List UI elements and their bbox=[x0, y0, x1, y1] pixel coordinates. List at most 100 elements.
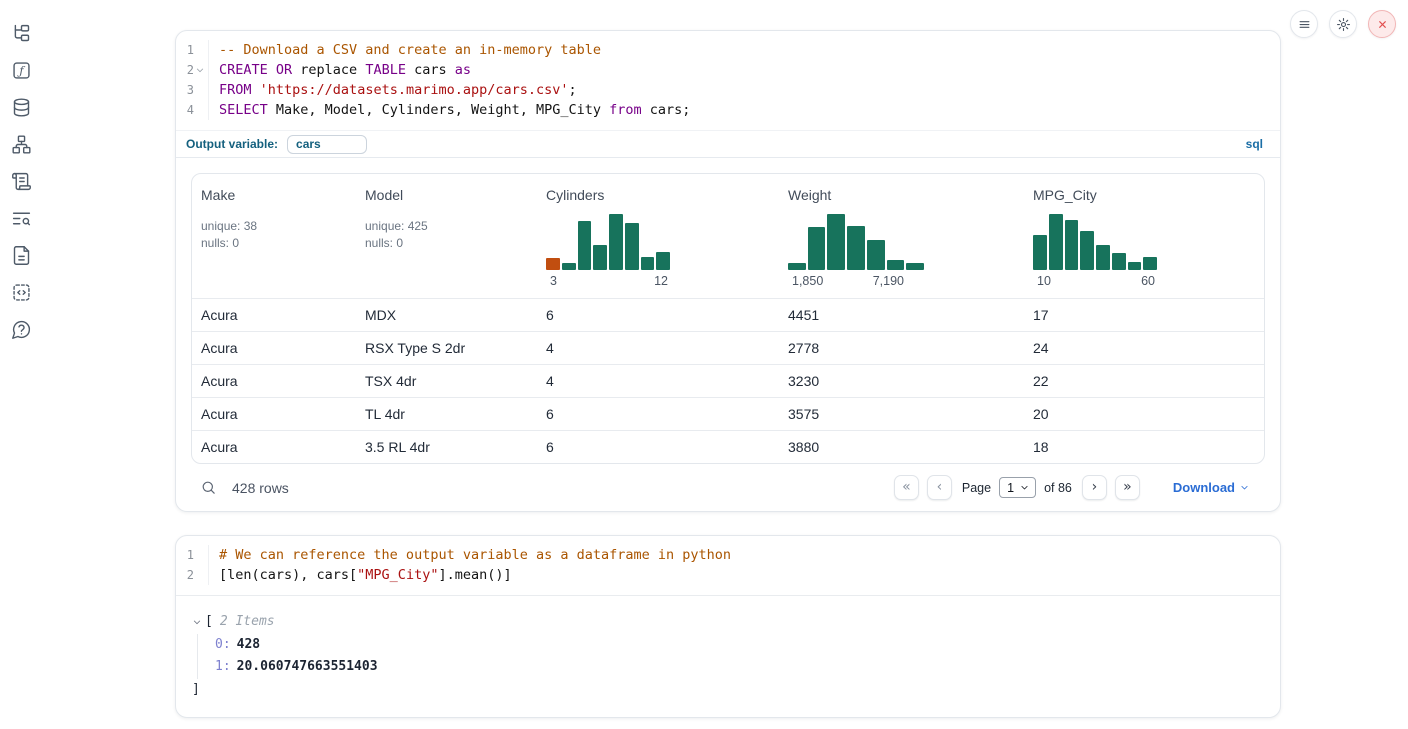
axis-max-label: 60 bbox=[1141, 274, 1155, 288]
sql-code-editor[interactable]: 1 -- Download a CSV and create an in-memo… bbox=[176, 31, 1280, 130]
histogram-bar bbox=[577, 220, 592, 270]
code-snippets-icon[interactable] bbox=[9, 280, 33, 304]
notebook: 1 -- Download a CSV and create an in-memo… bbox=[175, 30, 1281, 718]
close-icon bbox=[1378, 20, 1386, 28]
axis-min-label: 1,850 bbox=[792, 274, 824, 288]
column-stat: nulls: 0 bbox=[201, 235, 240, 250]
histogram-bar bbox=[906, 263, 925, 270]
collapse-chevron-icon[interactable] bbox=[192, 617, 205, 627]
table-cell: 24 bbox=[1033, 340, 1049, 356]
histogram-bar bbox=[593, 244, 607, 270]
column-header-cylinders: Cylinders 3 12 bbox=[537, 174, 779, 298]
table-cell: 6 bbox=[546, 406, 554, 422]
text-search-icon[interactable] bbox=[9, 206, 33, 230]
function-square-icon[interactable]: ƒ bbox=[9, 58, 33, 82]
code-text: # We can reference the output variable a… bbox=[208, 545, 731, 565]
open-bracket: [ bbox=[205, 614, 213, 629]
settings-button[interactable] bbox=[1329, 10, 1357, 38]
table-cell: 4 bbox=[546, 373, 554, 389]
fold-chevron-icon[interactable] bbox=[195, 65, 206, 76]
scroll-text-icon[interactable] bbox=[9, 169, 33, 193]
table-cell: 6 bbox=[546, 439, 554, 455]
download-button[interactable]: Download bbox=[1167, 479, 1255, 496]
sql-cell: 1 -- Download a CSV and create an in-memo… bbox=[175, 30, 1281, 512]
database-icon[interactable] bbox=[9, 95, 33, 119]
histogram-bar bbox=[1064, 219, 1079, 270]
histogram-bar bbox=[656, 252, 670, 270]
histogram-bar bbox=[1080, 230, 1094, 270]
search-icon bbox=[202, 481, 215, 494]
hamburger-icon bbox=[1299, 20, 1309, 28]
column-stat: nulls: 0 bbox=[365, 235, 404, 250]
table-footer: 428 rows « ‹ Page 1 of 86 › » Download bbox=[191, 464, 1265, 511]
line-number: 1 bbox=[186, 548, 194, 562]
table-cell: 17 bbox=[1033, 307, 1049, 323]
next-page-button[interactable]: › bbox=[1081, 475, 1107, 500]
table-cell: TSX 4dr bbox=[365, 373, 417, 389]
histogram-bar bbox=[609, 214, 623, 270]
previous-page-button[interactable]: ‹ bbox=[926, 475, 952, 500]
line-number: 2 bbox=[176, 60, 206, 80]
column-header-weight: Weight 1,850 7,190 bbox=[779, 174, 1024, 298]
help-circle-icon[interactable] bbox=[9, 317, 33, 341]
chevron-down-icon bbox=[1241, 485, 1248, 490]
page-select-value: 1 bbox=[1007, 480, 1015, 495]
table-row: Acura 3.5 RL 4dr 6 3880 18 bbox=[192, 430, 1264, 463]
histogram-bar bbox=[788, 263, 806, 270]
language-badge: sql bbox=[1245, 137, 1263, 151]
histogram-bar bbox=[1143, 257, 1157, 270]
network-graph-icon[interactable] bbox=[9, 132, 33, 156]
histogram-bar bbox=[1033, 235, 1047, 270]
column-stats: unique: 425 nulls: 0 bbox=[365, 218, 537, 251]
tree-root: [ 2 Items bbox=[192, 611, 1264, 634]
svg-text:ƒ: ƒ bbox=[16, 63, 25, 77]
tree-entries: 0: 428 1: 20.060747663551403 bbox=[197, 633, 1264, 679]
histogram-bar bbox=[866, 240, 885, 270]
top-controls bbox=[1290, 10, 1396, 38]
table-cell: 18 bbox=[1033, 439, 1049, 455]
output-variable-input[interactable]: cars bbox=[287, 134, 368, 154]
table-cell: Acura bbox=[201, 340, 238, 356]
download-label: Download bbox=[1172, 480, 1235, 495]
code-text: CREATE OR replace TABLE cars as bbox=[208, 60, 471, 80]
code-text: [len(cars), cars["MPG_City"].mean()] bbox=[208, 565, 512, 585]
menu-button[interactable] bbox=[1290, 10, 1318, 38]
page-total-label: of 86 bbox=[1044, 480, 1072, 495]
code-line: 2 [len(cars), cars["MPG_City"].mean()] bbox=[176, 565, 1280, 585]
table-row: Acura TSX 4dr 4 3230 22 bbox=[192, 364, 1264, 397]
column-stat: unique: 425 bbox=[365, 219, 428, 233]
column-header-label[interactable]: MPG_City bbox=[1033, 187, 1097, 203]
tree-entry-value: 428 bbox=[236, 636, 261, 652]
table-cell: Acura bbox=[201, 373, 238, 389]
line-number: 3 bbox=[186, 83, 194, 97]
first-page-button[interactable]: « bbox=[893, 475, 919, 500]
row-count: 428 rows bbox=[232, 479, 289, 496]
histogram-bar bbox=[1096, 245, 1110, 270]
table-cell: 22 bbox=[1033, 373, 1049, 389]
code-text: FROM 'https://datasets.marimo.app/cars.c… bbox=[208, 80, 577, 100]
file-text-icon[interactable] bbox=[9, 243, 33, 267]
python-code-editor[interactable]: 1 # We can reference the output variable … bbox=[176, 536, 1280, 595]
table-cell: 3880 bbox=[788, 439, 820, 455]
page-select[interactable]: 1 bbox=[999, 477, 1037, 498]
code-line: 2 CREATE OR replace TABLE cars as bbox=[176, 60, 1280, 80]
code-line: 4 SELECT Make, Model, Cylinders, Weight, … bbox=[176, 100, 1280, 120]
histogram-bar bbox=[1127, 262, 1142, 270]
file-tree-icon[interactable] bbox=[9, 21, 33, 45]
python-cell-output: [ 2 Items 0: 428 1: 20.060747663551403 ] bbox=[176, 595, 1280, 717]
close-bracket: ] bbox=[192, 681, 200, 697]
sql-cell-output: Make unique: 38 nulls: 0 Model unique: 425 nu… bbox=[176, 158, 1280, 511]
column-header-label[interactable]: Model bbox=[365, 187, 404, 203]
table-body: Acura MDX 6 4451 17 Acura RSX Type S 2dr 4 2778 2… bbox=[192, 298, 1264, 463]
column-header-label[interactable]: Make bbox=[201, 187, 236, 203]
table-cell: Acura bbox=[201, 406, 238, 422]
histogram-bar bbox=[640, 256, 655, 270]
pagination: « ‹ Page 1 of 86 › » bbox=[893, 475, 1140, 500]
search-button[interactable] bbox=[198, 477, 219, 498]
column-header-label[interactable]: Weight bbox=[788, 187, 832, 203]
axis-min-label: 3 bbox=[550, 274, 557, 288]
last-page-button[interactable]: » bbox=[1114, 475, 1140, 500]
histogram-bar bbox=[807, 227, 826, 270]
shutdown-button[interactable] bbox=[1368, 10, 1396, 38]
column-header-label[interactable]: Cylinders bbox=[546, 187, 605, 203]
